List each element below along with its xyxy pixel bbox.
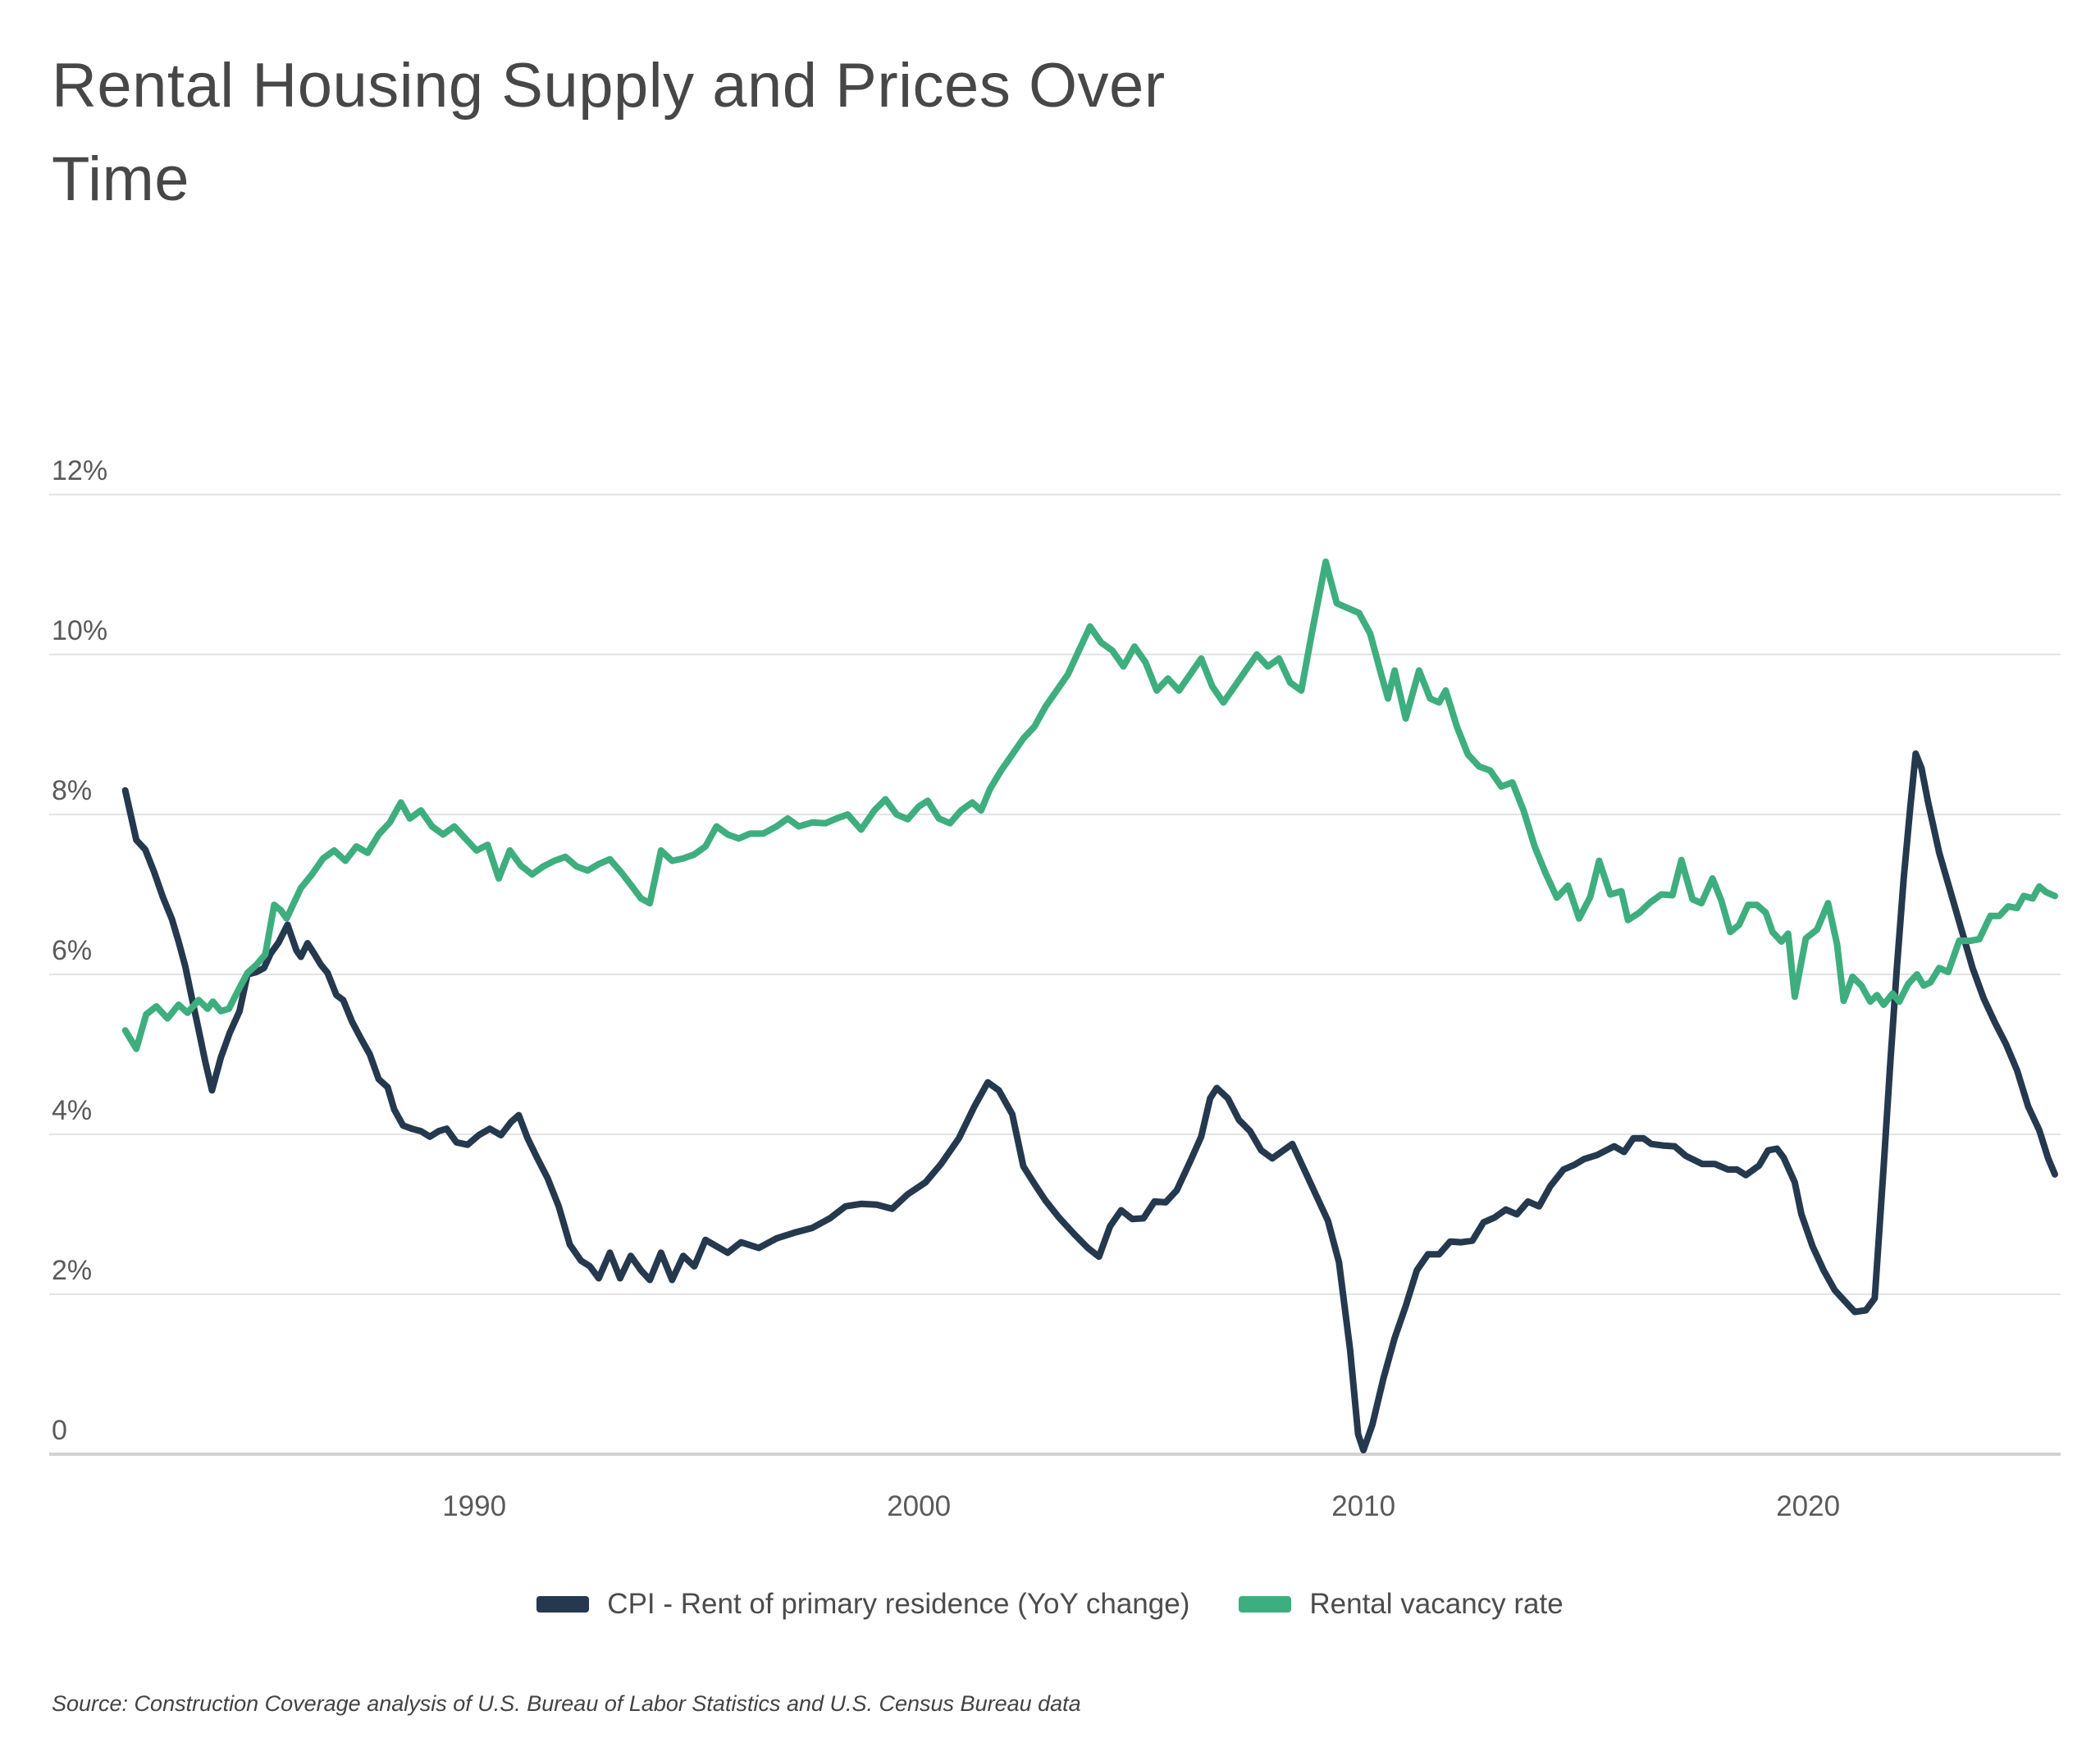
x-axis-label-2010: 2010 (1331, 1490, 1395, 1522)
y-axis-label-4pct: 4% (52, 1095, 92, 1126)
series-line-vacancy-rate (121, 558, 2058, 1052)
legend-label-vacancy-rate: Rental vacancy rate (1309, 1588, 1564, 1620)
legend-label-cpi-rent: CPI - Rent of primary residence (YoY cha… (607, 1588, 1190, 1620)
legend-item-cpi-rent: CPI - Rent of primary residence (YoY cha… (536, 1588, 1189, 1621)
series-line-cpi-rent (121, 750, 2058, 1454)
cpi-rent-swatch (536, 1596, 590, 1613)
y-axis-label-6pct: 6% (52, 935, 92, 966)
x-axis-label-2020: 2020 (1776, 1490, 1840, 1522)
y-axis-label-12pct: 12% (52, 455, 107, 486)
y-axis-label-2pct: 2% (52, 1255, 92, 1286)
y-axis-label-0: 0 (52, 1415, 67, 1446)
vacancy-rate-swatch (1239, 1596, 1292, 1613)
chart-title: Rental Housing Supply and Prices Over Ti… (52, 51, 1166, 214)
source-note: Source: Construction Coverage analysis o… (52, 1691, 1081, 1716)
legend-item-vacancy-rate: Rental vacancy rate (1239, 1588, 1564, 1621)
y-axis-label-8pct: 8% (52, 775, 92, 806)
legend: CPI - Rent of primary residence (YoY cha… (0, 1588, 2100, 1621)
x-axis-label-2000: 2000 (887, 1490, 951, 1522)
x-axis-label-1990: 1990 (442, 1490, 506, 1522)
y-axis-label-10pct: 10% (52, 615, 107, 646)
